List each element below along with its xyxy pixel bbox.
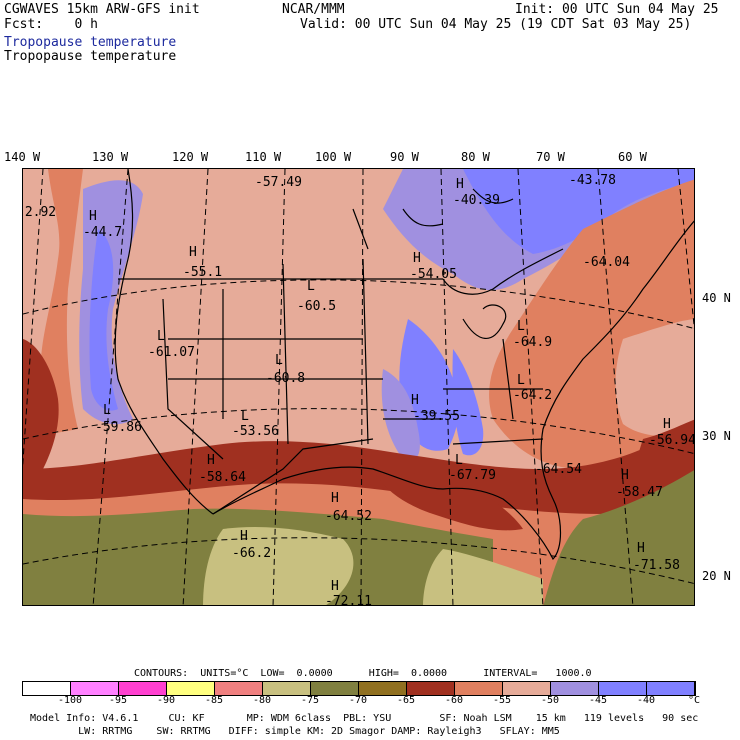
valid-time: Valid: 00 UTC Sun 04 May 25 (19 CDT Sat … — [300, 17, 692, 32]
map-extremum-value: -72.11 — [325, 594, 372, 606]
map-extremum-value: -2.92 — [23, 205, 57, 220]
lon-label: 80 W — [461, 150, 490, 164]
legend-swatch — [119, 682, 167, 695]
map-extremum-mark: L — [517, 319, 525, 334]
map-extremum-value: -64.52 — [325, 509, 372, 524]
legend-swatch — [551, 682, 599, 695]
map-extremum-value: -64.9 — [513, 335, 553, 350]
map-extremum-mark: H — [189, 245, 197, 260]
map-extremum-value: -61.07 — [148, 345, 195, 360]
map-extremum-mark: H — [240, 529, 248, 544]
map-extremum-value: -57.49 — [255, 175, 302, 190]
map-extremum-mark: H — [637, 541, 645, 556]
legend-swatch — [599, 682, 647, 695]
legend-tick-label: -55 — [493, 695, 512, 706]
map-extremum-value: -60.8 — [266, 371, 306, 386]
lon-label: 90 W — [390, 150, 419, 164]
map-panel: H -44.7 H -55.1 L -60.5 L -61.07 L -60.8… — [22, 168, 695, 606]
legend-tick-label: -50 — [541, 695, 560, 706]
legend-tick-label: -85 — [205, 695, 224, 706]
lat-label: 30 N — [702, 429, 731, 443]
legend-tick-label: °C — [688, 695, 701, 706]
map-extremum-mark: L — [517, 373, 525, 388]
lon-label: 130 W — [92, 150, 129, 164]
lon-label: 140 W — [4, 150, 41, 164]
legend-tick-label: -40 — [637, 695, 656, 706]
legend-swatch — [503, 682, 551, 695]
map-extremum-mark: H — [331, 491, 339, 506]
map-extremum-mark: H — [621, 468, 629, 483]
map-extremum-mark: L — [307, 279, 315, 294]
map-extremum-value: -40.39 — [453, 193, 500, 208]
lat-label: 20 N — [702, 569, 731, 583]
color-legend — [22, 681, 696, 696]
lon-label: 70 W — [536, 150, 565, 164]
contour-info: CONTOURS: UNITS=°C LOW= 0.0000 HIGH= 0.0… — [134, 668, 592, 679]
center-label: NCAR/MMM — [282, 2, 345, 17]
map-extremum-value: -64.54 — [535, 462, 582, 477]
map-extremum-value: -66.2 — [232, 546, 272, 561]
field-title-contour: Tropopause temperature — [4, 49, 177, 64]
forecast-hour: Fcst: 0 h — [4, 17, 98, 32]
map-extremum-value: -64.04 — [583, 255, 630, 270]
lon-label: 60 W — [618, 150, 647, 164]
map-extremum-value: -58.47 — [616, 485, 663, 500]
lon-label: 100 W — [315, 150, 352, 164]
legend-tick-label: -95 — [109, 695, 128, 706]
map-extremum-mark: H — [663, 417, 671, 432]
map-extremum-value: -71.58 — [633, 558, 680, 573]
legend-tick-label: -65 — [397, 695, 416, 706]
map-extremum-mark: L — [103, 403, 111, 418]
map-extremum-mark: H — [331, 579, 339, 594]
map-extremum-mark: H — [456, 177, 464, 192]
legend-swatch — [167, 682, 215, 695]
legend-tick-label: -75 — [301, 695, 320, 706]
legend-swatch — [215, 682, 263, 695]
map-extremum-value: -54.05 — [410, 267, 457, 282]
map-extremum-mark: H — [411, 393, 419, 408]
model-info: Model Info: V4.6.1 CU: KF MP: WDM 6class… — [30, 713, 699, 724]
map-extremum-mark: L — [241, 409, 249, 424]
model-title: CGWAVES 15km ARW-GFS init — [4, 2, 200, 17]
lon-label: 110 W — [245, 150, 282, 164]
map-extremum-value: -56.94 — [649, 433, 695, 448]
legend-swatch — [359, 682, 407, 695]
legend-swatch — [71, 682, 119, 695]
legend-swatch — [311, 682, 359, 695]
map-extremum-value: -44.7 — [83, 225, 123, 240]
map-extremum-mark: H — [89, 209, 97, 224]
legend-tick-label: -90 — [157, 695, 176, 706]
legend-swatch — [23, 682, 71, 695]
map-extremum-value: -64.2 — [513, 388, 553, 403]
legend-swatch — [407, 682, 455, 695]
legend-swatch — [647, 682, 695, 695]
legend-tick-label: -100 — [58, 695, 83, 706]
map-extremum-mark: H — [413, 251, 421, 266]
field-title-shaded: Tropopause temperature — [4, 35, 177, 50]
map-extremum-value: -53.56 — [232, 424, 279, 439]
map-extremum-mark: L — [275, 353, 283, 368]
map-extremum-value: -60.5 — [297, 299, 337, 314]
model-physics: LW: RRTMG SW: RRTMG DIFF: simple KM: 2D … — [30, 726, 560, 737]
legend-tick-label: -70 — [349, 695, 368, 706]
legend-tick-label: -60 — [445, 695, 464, 706]
init-time: Init: 00 UTC Sun 04 May 25 — [515, 2, 719, 17]
lat-label: 40 N — [702, 291, 731, 305]
map-extremum-mark: L — [157, 329, 165, 344]
map-extremum-value: -55.1 — [183, 265, 223, 280]
map-extremum-value: -59.86 — [95, 420, 142, 435]
lon-label: 120 W — [172, 150, 209, 164]
legend-swatch — [455, 682, 503, 695]
map-extremum-value: -67.79 — [449, 468, 496, 483]
map-extremum-mark: L — [455, 453, 463, 468]
map-canvas — [23, 169, 694, 605]
legend-tick-label: -80 — [253, 695, 272, 706]
legend-tick-label: -45 — [589, 695, 608, 706]
map-extremum-value: -58.64 — [199, 470, 246, 485]
map-extremum-mark: H — [207, 453, 215, 468]
map-extremum-value: -39.55 — [413, 409, 460, 424]
map-extremum-value: -43.78 — [569, 173, 616, 188]
legend-swatch — [263, 682, 311, 695]
